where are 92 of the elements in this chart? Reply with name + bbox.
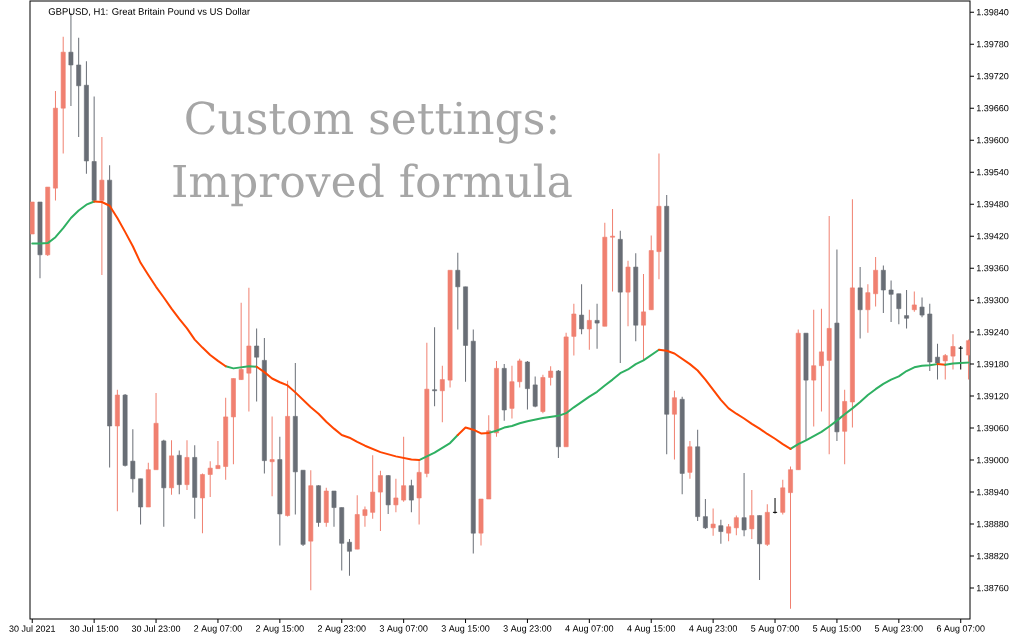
y-tick-label: 1.38820 [976, 552, 1009, 560]
y-tick-label: 1.38940 [976, 488, 1009, 496]
candlestick [950, 333, 956, 370]
candlestick [904, 289, 909, 329]
y-tick-label: 1.39480 [976, 200, 1009, 208]
x-tick-label: 2 Aug 07:00 [194, 625, 242, 634]
candlestick [641, 273, 646, 362]
candlestick [362, 505, 368, 528]
text: GBPUSD, H1: Great Britain Pound vs US Dollar [48, 7, 250, 17]
x-tick-label: 4 Aug 07:00 [565, 625, 614, 634]
x-tick-label: 2 Aug 23:00 [317, 625, 366, 634]
candlestick [439, 365, 445, 423]
y-tick-label: 1.39000 [976, 456, 1009, 464]
x-tick-label: 30 Jul 23:00 [131, 625, 181, 632]
y-tick-label: 1.39720 [976, 73, 1009, 80]
x-tick-label: 30 Jul 15:00 [69, 625, 119, 632]
candlestick [408, 479, 414, 513]
y-tick-label: 1.39360 [976, 264, 1009, 272]
candlestick [455, 252, 461, 330]
candlestick [741, 472, 747, 537]
y-tick-label: 1.39600 [976, 136, 1009, 144]
candlestick [966, 339, 971, 381]
candlestick [788, 466, 793, 610]
candlestick [579, 283, 584, 335]
y-tick-label: 1.39120 [976, 392, 1009, 400]
candlestick [710, 508, 716, 537]
y-tick-label: 1.39660 [976, 105, 1009, 112]
annotation: Custom settings: [186, 101, 556, 144]
candlestick [586, 309, 592, 351]
y-tick-label: 1.39420 [976, 232, 1009, 240]
x-tick-label: 6 Aug 07:00 [936, 625, 985, 634]
y-tick-label: 1.39780 [976, 41, 1009, 48]
candlestick [610, 208, 615, 293]
candlestick [269, 415, 275, 497]
candlestick [703, 498, 708, 530]
x-tick-label: 5 Aug 07:00 [751, 625, 799, 634]
candlestick [200, 472, 205, 534]
x-tick-label: 3 Aug 23:00 [503, 625, 552, 634]
y-tick-label: 1.39840 [976, 9, 1009, 16]
candlestick [378, 470, 383, 532]
candlestick [571, 303, 577, 357]
candlestick [811, 309, 817, 428]
candlestick [919, 296, 925, 318]
candlestick [819, 308, 824, 413]
candlestick [911, 291, 917, 313]
candlestick [401, 436, 407, 503]
candlestick [347, 538, 352, 577]
y-tick-label: 1.39060 [976, 424, 1009, 432]
candlestick [370, 454, 376, 520]
x-tick-label: 3 Aug 07:00 [379, 625, 428, 634]
candlestick [393, 478, 399, 513]
candlestick [857, 266, 863, 340]
candlestick [99, 136, 105, 276]
candlestick [772, 497, 778, 514]
x-tick-label: 5 Aug 15:00 [813, 625, 861, 634]
candlestick [718, 519, 724, 545]
candlestick [207, 460, 213, 498]
candlestick [942, 353, 948, 381]
x-tick-label: 30 Jul 2021 [9, 625, 56, 632]
candlestick [749, 489, 755, 540]
candlestick [254, 327, 260, 402]
candlestick [733, 515, 739, 536]
annotation: Improved formula [173, 163, 572, 207]
candlestick [215, 440, 221, 470]
candlestick [888, 279, 894, 323]
candlestick [432, 326, 437, 407]
candlestick [331, 490, 337, 528]
x-tick-label: 2 Aug 15:00 [256, 625, 304, 634]
y-tick-label: 1.38760 [976, 584, 1009, 592]
x-tick-label: 3 Aug 15:00 [441, 625, 490, 634]
candlestick [238, 302, 244, 381]
x-tick-label: 5 Aug 23:00 [874, 625, 923, 634]
y-tick-label: 1.39180 [976, 360, 1009, 368]
candlestick [594, 303, 600, 350]
x-tick-label: 4 Aug 23:00 [689, 625, 738, 634]
candlestick [548, 365, 554, 386]
candlestick [865, 283, 871, 334]
candlestick [532, 375, 538, 408]
candlestick [517, 358, 523, 389]
candlestick [672, 390, 677, 461]
y-tick-label: 1.39240 [976, 328, 1009, 336]
candlestick [76, 37, 82, 138]
candlestick [935, 343, 940, 381]
candlestick [958, 345, 964, 370]
y-tick-label: 1.39300 [976, 296, 1009, 304]
x-tick-label: 4 Aug 15:00 [627, 625, 676, 634]
y-tick-label: 1.38880 [976, 520, 1009, 528]
candlestick [130, 428, 136, 494]
candlestick [873, 256, 878, 308]
candlestick [896, 293, 902, 325]
y-tick-label: 1.39540 [976, 168, 1009, 176]
candlestick [880, 264, 886, 314]
